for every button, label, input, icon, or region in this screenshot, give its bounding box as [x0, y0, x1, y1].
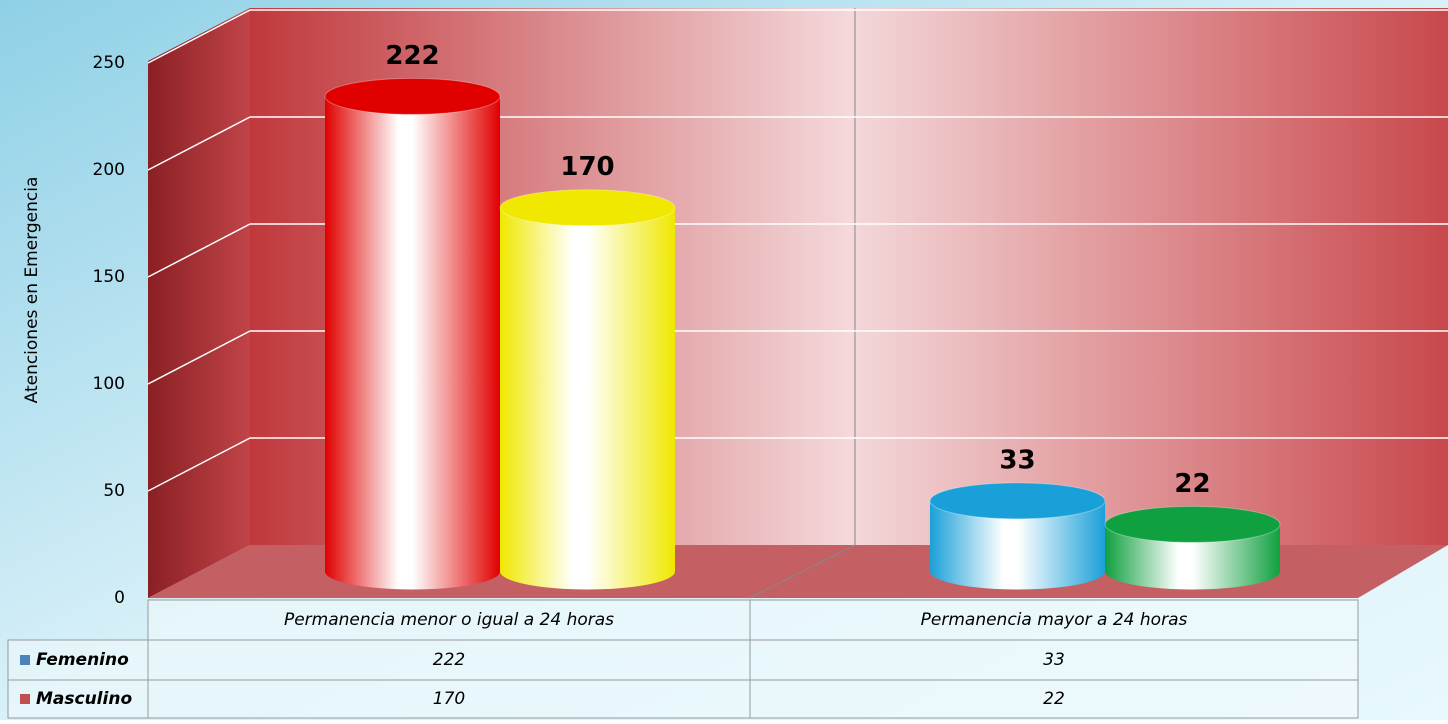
data-label: 22 — [1174, 469, 1210, 499]
legend-swatch — [20, 655, 30, 665]
bar-top — [1104, 505, 1281, 543]
bar-top — [929, 482, 1106, 520]
grid-line — [147, 116, 251, 171]
grid-line — [147, 437, 251, 492]
category-label: Permanencia mayor a 24 horas — [921, 610, 1188, 630]
table-value: 170 — [433, 689, 465, 709]
bar — [325, 96, 500, 590]
data-label: 222 — [385, 41, 439, 71]
grid-line — [147, 330, 251, 385]
y-tick-label: 50 — [103, 481, 125, 501]
category-label: Permanencia menor o igual a 24 horas — [284, 610, 614, 630]
table-value: 222 — [433, 650, 465, 670]
y-tick-label: 250 — [93, 53, 125, 73]
category-divider — [749, 544, 856, 599]
data-label: 170 — [560, 152, 614, 182]
data-label: 33 — [999, 445, 1035, 475]
table-frame — [147, 599, 1359, 719]
y-tick-label: 200 — [93, 160, 125, 180]
table-frame — [7, 639, 149, 719]
table-value: 33 — [1043, 650, 1065, 670]
y-axis-label: Atenciones en Emergencia — [22, 177, 42, 404]
bar-top — [499, 189, 676, 227]
legend-label: Femenino — [36, 650, 129, 670]
grid-line — [147, 223, 251, 278]
y-tick-label: 100 — [93, 374, 125, 394]
table-value: 22 — [1043, 689, 1065, 709]
y-tick-label: 150 — [93, 267, 125, 287]
side-wall — [148, 8, 250, 598]
bar — [500, 207, 675, 590]
bar — [930, 500, 1105, 590]
y-tick-label: 0 — [114, 588, 125, 608]
data-table: Permanencia menor o igual a 24 horas Perm… — [7, 599, 1359, 719]
bar-top — [324, 77, 501, 115]
legend-label: Masculino — [36, 689, 132, 709]
legend-swatch — [20, 694, 30, 704]
grid-line — [147, 9, 251, 64]
bar — [1105, 524, 1280, 590]
